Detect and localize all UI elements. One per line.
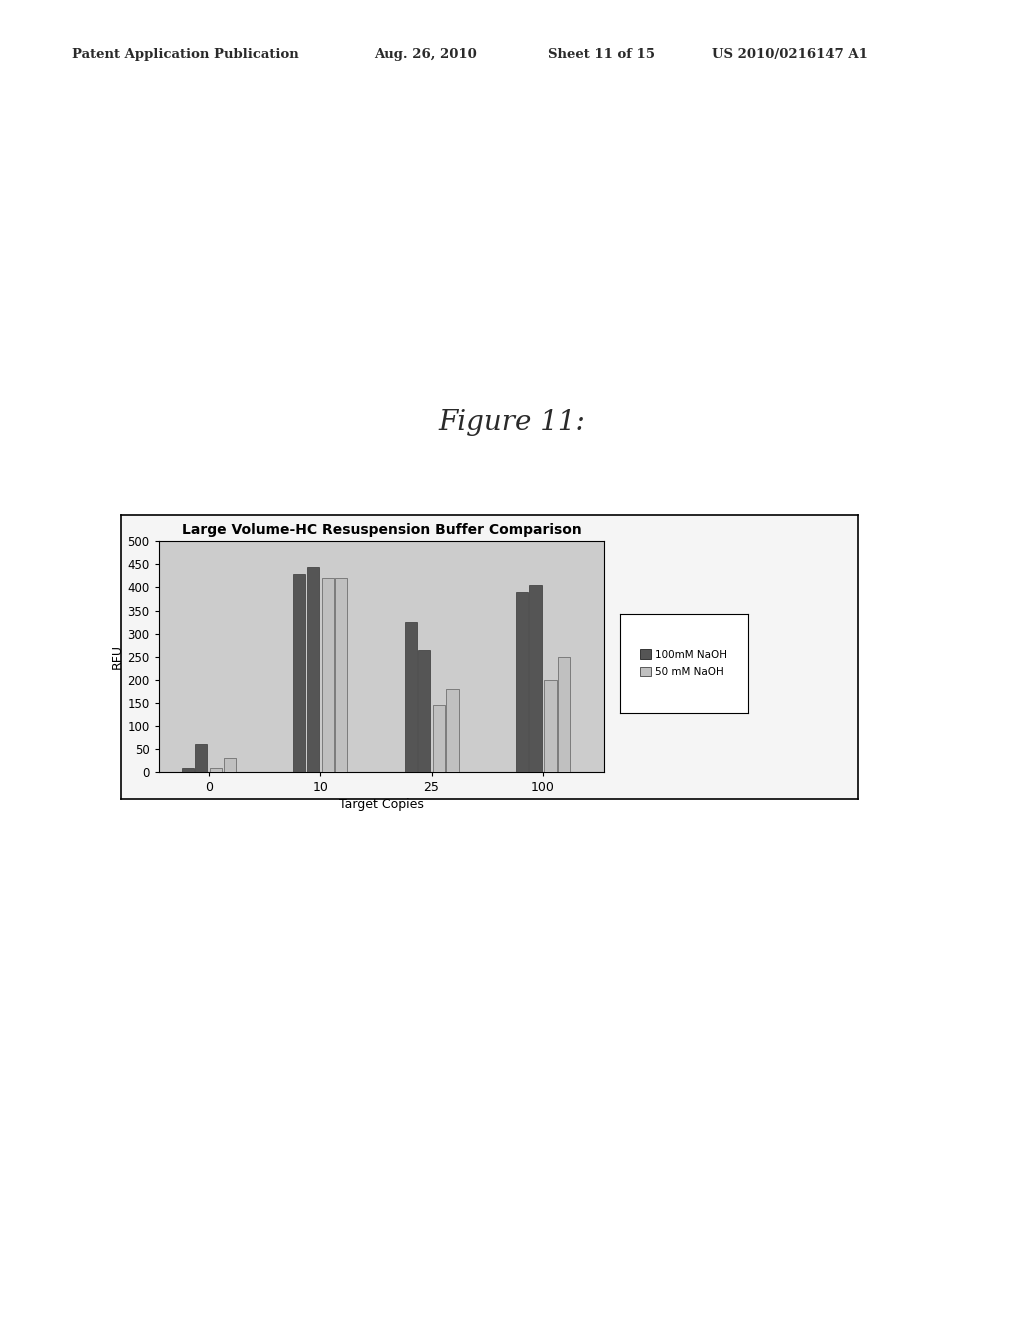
Bar bbox=[516, 591, 528, 772]
Bar bbox=[335, 578, 347, 772]
Bar bbox=[182, 768, 195, 772]
Bar bbox=[196, 744, 208, 772]
Bar bbox=[433, 705, 445, 772]
Bar bbox=[545, 680, 557, 772]
Text: Patent Application Publication: Patent Application Publication bbox=[72, 48, 298, 61]
Text: Sheet 11 of 15: Sheet 11 of 15 bbox=[548, 48, 654, 61]
Bar bbox=[322, 578, 334, 772]
Bar bbox=[446, 689, 459, 772]
Bar bbox=[558, 657, 570, 772]
X-axis label: Target Copies: Target Copies bbox=[339, 799, 424, 812]
Bar bbox=[404, 622, 417, 772]
Text: Figure 11:: Figure 11: bbox=[438, 409, 586, 437]
Bar bbox=[529, 585, 542, 772]
Bar bbox=[210, 768, 222, 772]
Bar bbox=[223, 758, 236, 772]
Legend: 100mM NaOH, 50 mM NaOH: 100mM NaOH, 50 mM NaOH bbox=[636, 645, 731, 681]
Text: Aug. 26, 2010: Aug. 26, 2010 bbox=[374, 48, 476, 61]
Text: US 2010/0216147 A1: US 2010/0216147 A1 bbox=[712, 48, 867, 61]
Bar bbox=[306, 566, 318, 772]
Y-axis label: RFU: RFU bbox=[111, 644, 123, 669]
Title: Large Volume-HC Resuspension Buffer Comparison: Large Volume-HC Resuspension Buffer Comp… bbox=[181, 523, 582, 537]
Bar bbox=[418, 649, 430, 772]
Bar bbox=[293, 574, 305, 772]
